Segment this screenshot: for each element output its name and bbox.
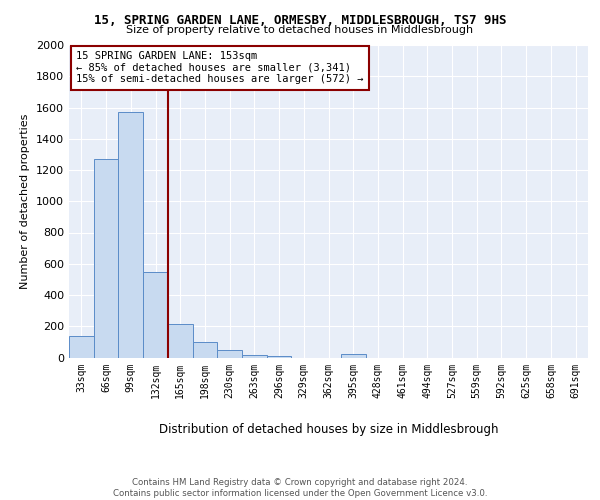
Y-axis label: Number of detached properties: Number of detached properties — [20, 114, 31, 289]
Bar — [69, 336, 94, 357]
Bar — [193, 342, 217, 357]
Bar — [217, 350, 242, 358]
Text: 15, SPRING GARDEN LANE, ORMESBY, MIDDLESBROUGH, TS7 9HS: 15, SPRING GARDEN LANE, ORMESBY, MIDDLES… — [94, 14, 506, 27]
Bar — [242, 355, 267, 358]
Text: Distribution of detached houses by size in Middlesbrough: Distribution of detached houses by size … — [159, 422, 499, 436]
Text: Contains HM Land Registry data © Crown copyright and database right 2024.
Contai: Contains HM Land Registry data © Crown c… — [113, 478, 487, 498]
Text: 15 SPRING GARDEN LANE: 153sqm
← 85% of detached houses are smaller (3,341)
15% o: 15 SPRING GARDEN LANE: 153sqm ← 85% of d… — [76, 52, 364, 84]
Text: Size of property relative to detached houses in Middlesbrough: Size of property relative to detached ho… — [127, 25, 473, 35]
Bar — [168, 324, 193, 358]
Bar — [143, 272, 168, 358]
Bar — [341, 354, 365, 358]
Bar — [267, 356, 292, 358]
Bar — [118, 112, 143, 358]
Bar — [94, 159, 118, 358]
